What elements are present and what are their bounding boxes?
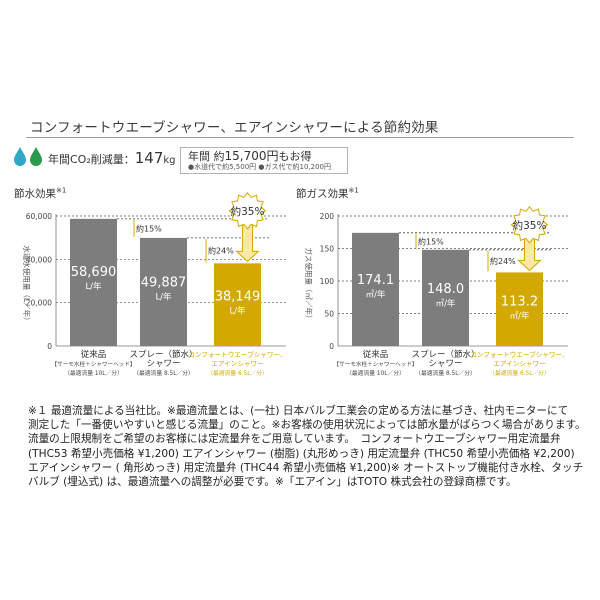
water-data-label: 58,690 [71,265,117,280]
gas-chart-title: 節ガス効果※1 [296,186,359,201]
water-pct-24: 約24% [208,246,234,256]
water-data-label: 38,149 [215,290,261,305]
gas-category-flow: （最適流量 8.5L／分） [415,369,476,377]
water-badge-35 [228,191,267,230]
gas-chart-title-text: 節ガス効果 [296,188,349,200]
co2-reduction: 年間CO₂削減量：147kg [48,148,176,167]
annual-savings-box: 年間 約15,700円もお得 ●水道代で約5,500円 ●ガス代で約10,200… [180,147,348,174]
gas-y-tick-label: 200 [320,212,335,221]
co2-value: 147 [134,149,164,167]
water-category-label: スプレー（節水） [129,349,197,360]
gas-category-label-2: エアインシャワー [493,360,545,368]
gas-pct-24: 約24% [490,256,516,266]
title-divider [26,137,574,138]
co2-label: 年間CO₂削減量： [48,153,135,166]
water-chart-title-text: 節水効果 [14,188,56,200]
gas-y-tick-label: 100 [320,277,335,286]
footnote-line: (THC53 希望小売価格 ¥1,200) エアインシャワー (樹脂) (丸形め… [28,447,575,460]
gas-bar [352,232,399,346]
water-category-flow: （最適流量 8.5L／分） [133,369,194,377]
gas-data-label: 174.1 [357,273,394,288]
gas-category-label-2: シャワー [428,359,462,369]
gas-savings-note: ●ガス代で約10,200円 [258,163,331,171]
water-savings-note: ●水道代で約5,500円 [188,163,257,171]
savings-amount: 15,700円 [224,149,279,163]
water-big-arrow [235,222,260,263]
gas-data-label: 148.0 [427,282,464,297]
water-category-label: コンフォートウエーブシャワー、 [188,350,286,359]
gas-pct-35: 約35% [513,219,547,232]
gas-bar [422,249,469,346]
water-category-label-2: シャワー [146,359,180,369]
water-bar [70,218,117,346]
gas-category-flow: （最適流量 10L／分） [346,369,405,377]
footnote-line: ※１ 最適流量による当社比。※最適流量とは、(一社) 日本バルブ工業会の定める方… [28,405,569,417]
footnotes: ※１ 最適流量による当社比。※最適流量とは、(一社) 日本バルブ工業会の定める方… [28,404,586,489]
gas-bar [496,272,543,346]
gas-y-tick-label: 150 [320,245,335,254]
footnote-line: バルブ (埋込式) は、最適流量への調整が必要です。※「エアイン」はTOTO 株… [28,476,517,489]
water-bar [140,237,187,346]
gas-category-label: スプレー（節水） [411,349,479,360]
water-chart-title-mark: ※1 [56,186,67,195]
savings-prefix: 年間 約 [188,150,225,163]
water-category-flow: （最適流量 10L／分） [64,369,123,377]
water-y-tick-label: 0 [47,342,52,351]
gas-unit-label: ㎥/年 [436,298,456,309]
water-y-tick-label: 60,000 [26,212,52,221]
water-unit-label: L/年 [85,281,102,292]
page-title: コンフォートウエーブシャワー、エアインシャワーによる節約効果 [30,120,439,136]
water-bar [214,263,261,346]
gas-y-tick-label: 0 [329,342,334,351]
annual-savings-main: 年間 約15,700円もお得 [188,149,340,164]
savings-suffix: もお得 [278,150,312,163]
water-y-tick-label: 40,000 [26,255,52,264]
water-pct-35: 約35% [231,205,265,218]
water-unit-label: L/年 [155,292,172,303]
savings-breakdown: ●水道代で約5,500円 ●ガス代で約10,200円 [188,163,340,172]
water-y-tick-label: 20,000 [26,299,52,308]
water-category-label-2: エアインシャワー [211,360,263,368]
gas-chart-title-mark: ※1 [348,186,359,195]
gas-category-label: 従来品 [363,349,389,360]
water-y-axis-label: 水道水使用量（L／年） [22,245,32,324]
gas-category-flow: （最適流量 6.5L／分） [489,369,550,377]
gas-big-arrow [517,236,542,272]
gas-y-axis-label: ガス使用量（㎥／年） [304,248,314,323]
footnote-line: 流量の上限規制をご希望のお客様には定流量弁をご用意しています。 コンフォートウエ… [28,433,561,446]
gas-category-label: コンフォートウエーブシャワー、 [470,350,568,359]
gas-pct-15: 約15% [418,236,444,246]
blue-drop-icon [14,147,26,166]
gas-data-label: 113.2 [501,295,538,310]
gas-category-sub: 【サーモ水栓＋シャワーヘッド】 [334,360,418,368]
gas-unit-label: ㎥/年 [366,289,386,300]
footnote-line: エアインシャワー ( 角形めっき) 用定流量弁 (THC44 希望小売価格 ¥1… [28,461,584,474]
footnote-line: 測定した「一番使いやすいと感じる流量」のこと。※お客様の使用状況によっては節水量… [28,419,586,432]
water-category-sub: 【サーモ水栓＋シャワーヘッド】 [52,360,136,368]
co2-unit: kg [163,155,176,166]
water-drops-icon [14,147,42,166]
water-category-flow: （最適流量 6.5L／分） [207,369,268,377]
water-pct-15: 約15% [136,223,162,233]
water-category-label: 従来品 [81,349,107,360]
gas-badge-35 [510,205,549,244]
gas-unit-label: ㎥/年 [510,311,530,322]
water-chart-title: 節水効果※1 [14,186,66,201]
water-unit-label: L/年 [229,306,246,317]
gas-y-tick-label: 50 [324,310,334,319]
green-drop-icon [30,147,42,166]
water-data-label: 49,887 [141,276,187,291]
